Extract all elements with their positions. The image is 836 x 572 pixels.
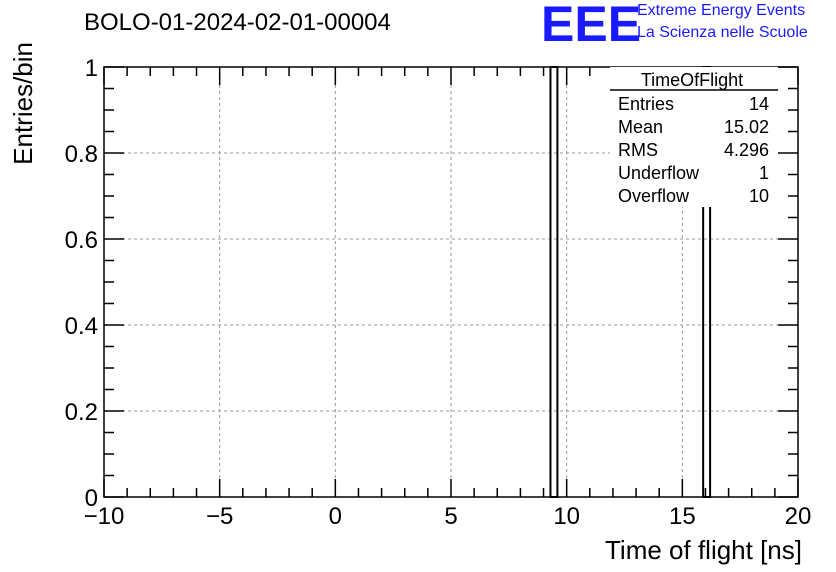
stats-row-value: 1 — [759, 163, 769, 183]
y-tick-label: 0.8 — [65, 141, 98, 168]
y-tick-label: 1 — [85, 55, 98, 82]
x-tick-label: 20 — [785, 503, 812, 530]
eee-logo: EEE — [541, 0, 642, 52]
histogram-title: BOLO-01-2024-02-01-00004 — [84, 9, 391, 36]
x-tick-label: 15 — [669, 503, 696, 530]
logo-subtitle-2: La Scienza nelle Scuole — [637, 24, 808, 41]
stats-box: TimeOfFlight Entries 14 Mean 15.02 RMS 4.296 U… — [610, 67, 778, 207]
stats-name: TimeOfFlight — [641, 70, 743, 90]
y-tick-label: 0.2 — [65, 399, 98, 426]
x-tick-label: 10 — [553, 503, 580, 530]
y-tick-label: 0.4 — [65, 313, 98, 340]
x-tick-label: −5 — [206, 503, 233, 530]
stats-row-value: 10 — [749, 186, 769, 206]
x-tick-label: 0 — [329, 503, 342, 530]
stats-row-value: 15.02 — [724, 117, 769, 137]
axis-tick-labels: −10 −5 0 5 10 15 20 0 0.2 0.4 0.6 0.8 1 — [65, 55, 812, 530]
stats-row-label: RMS — [618, 140, 658, 160]
y-axis-label: Entries/bin — [8, 42, 38, 165]
stats-row-label: Mean — [618, 117, 663, 137]
y-tick-label: 0.6 — [65, 227, 98, 254]
logo-subtitle-1: Extreme Energy Events — [637, 2, 806, 19]
x-axis-label: Time of flight [ns] — [605, 535, 802, 565]
histogram-bar — [549, 66, 559, 498]
x-tick-label: 5 — [444, 503, 457, 530]
stats-row-value: 4.296 — [724, 140, 769, 160]
stats-row-label: Overflow — [618, 186, 690, 206]
stats-row-label: Underflow — [618, 163, 700, 183]
y-tick-label: 0 — [85, 485, 98, 512]
stats-row-label: Entries — [618, 94, 674, 114]
x-tick-label: −10 — [84, 503, 125, 530]
stats-row-value: 14 — [749, 94, 769, 114]
